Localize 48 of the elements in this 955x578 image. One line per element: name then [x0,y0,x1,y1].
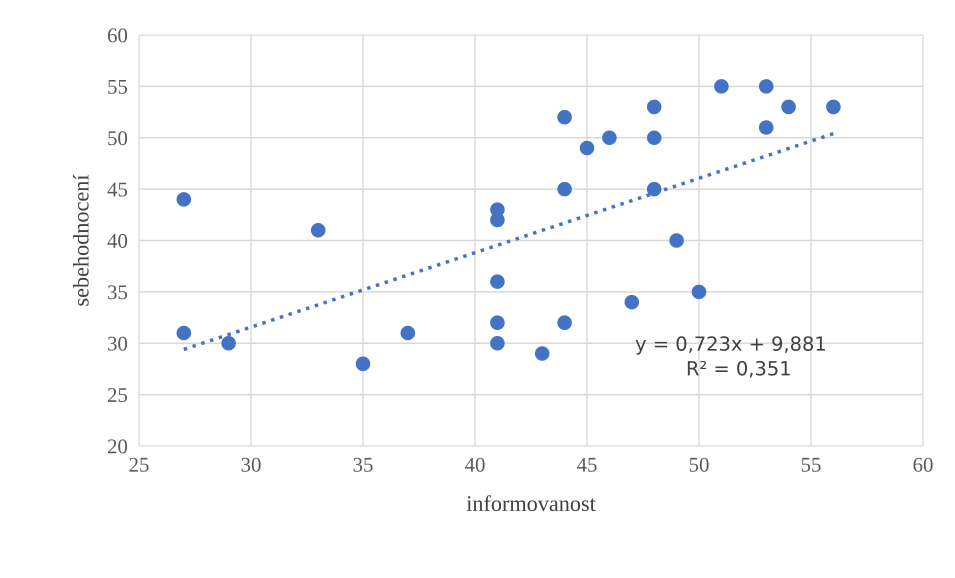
x-tick-label: 55 [802,458,821,472]
y-tick-label: 25 [108,388,128,402]
annotation: R² = 0,351 [688,360,790,378]
point [646,100,662,114]
point [826,100,841,114]
x-axis-title: informovanost [466,495,596,512]
annotation: y = 0,723x + 9,881 [636,336,825,355]
x-tick-label: 25 [130,458,149,472]
point [758,120,774,135]
point [781,100,796,114]
point [490,212,505,228]
y-tick-label: 50 [108,131,128,146]
point [758,79,774,94]
point [310,222,326,238]
x-tick-label: 40 [464,458,485,472]
y-tick-label: 60 [108,28,128,42]
y-tick-label: 30 [108,336,128,351]
x-tick-label: 35 [354,458,373,472]
point [714,79,729,94]
x-tick-label: 50 [690,458,709,472]
x-tick-label: 60 [913,458,933,472]
point [646,182,662,196]
point [176,326,192,340]
y-tick-label: 55 [108,80,128,94]
point [534,346,550,361]
point [602,130,617,146]
x-tick-label: 30 [242,458,261,472]
x-tick-label: 45 [576,458,597,472]
y-tick-label: 40 [107,234,128,248]
y-tick-label: 35 [108,285,128,300]
point [669,233,684,248]
y-axis-title: sebehodnocení [72,174,89,306]
point [176,192,192,207]
point [692,284,706,300]
point [646,130,662,146]
point [557,110,572,124]
point [356,356,370,372]
point [490,336,505,351]
point [624,294,640,310]
point [400,326,416,340]
point [557,315,572,330]
point [221,336,236,351]
point [490,274,505,289]
y-tick-label: 20 [108,439,128,454]
point [557,182,572,196]
point [580,140,594,156]
y-tick-label: 45 [107,182,128,197]
point [490,315,505,330]
